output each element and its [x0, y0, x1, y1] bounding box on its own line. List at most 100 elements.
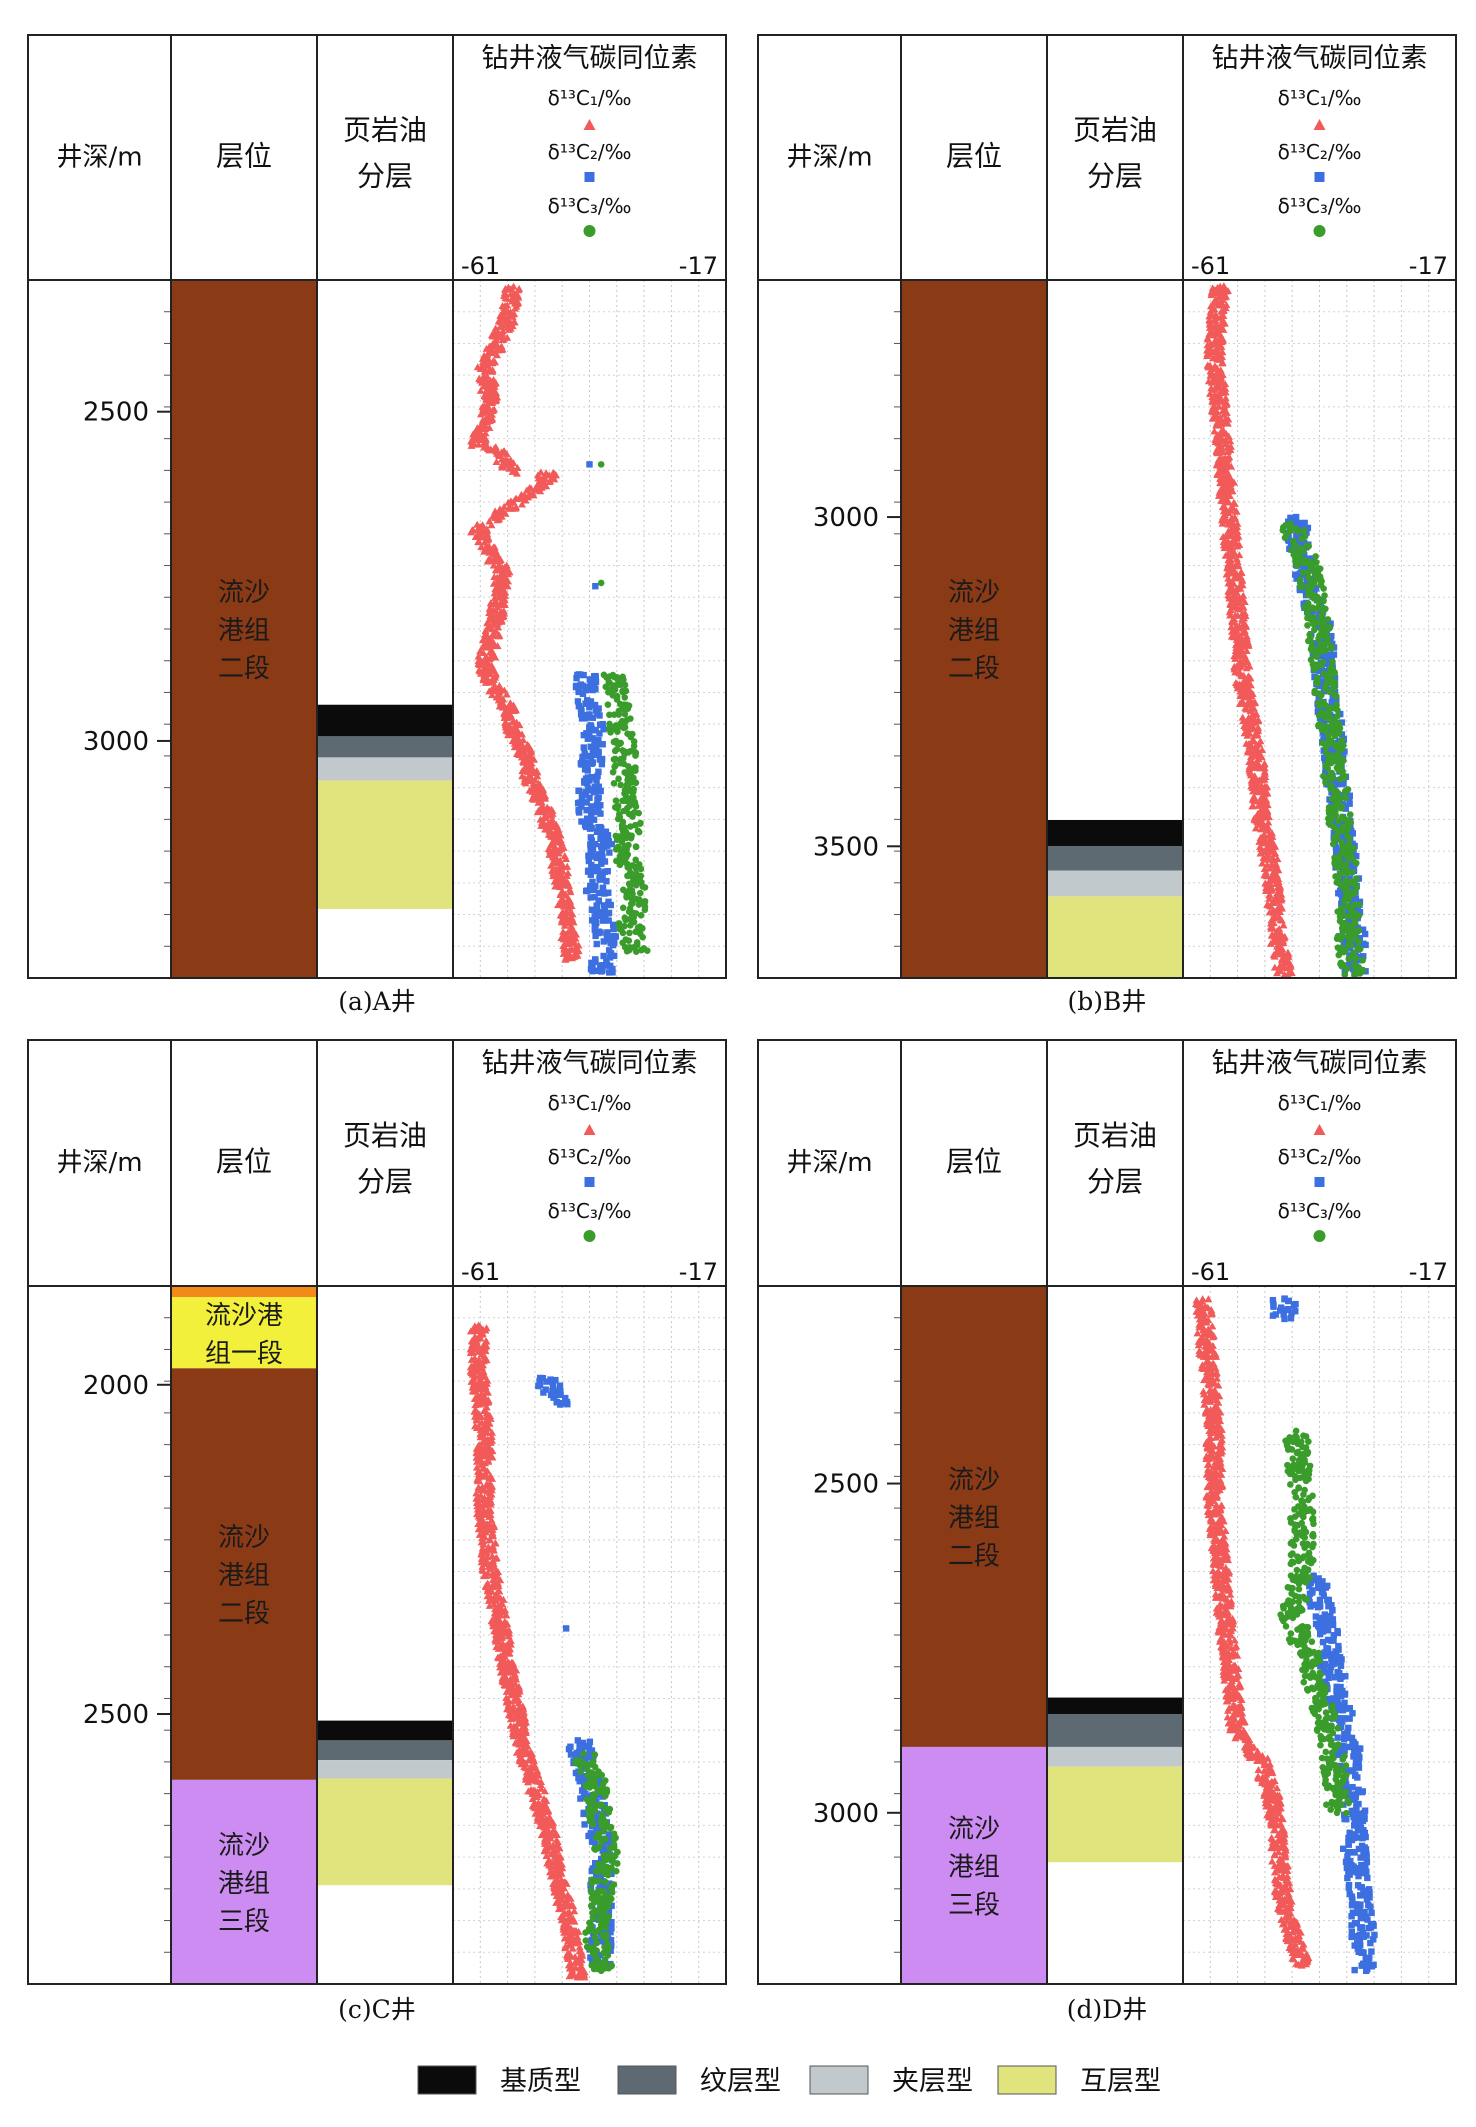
c1-point — [498, 327, 507, 335]
c2-point — [591, 676, 599, 684]
c1-point — [524, 493, 533, 501]
c2-point — [572, 683, 580, 691]
c1-point — [537, 821, 546, 829]
c1-point — [500, 502, 509, 510]
c3-point — [1325, 677, 1333, 685]
c3-point — [1328, 739, 1336, 747]
c2-point — [584, 780, 591, 787]
c2-point — [1321, 756, 1329, 764]
c3-point — [597, 1801, 605, 1808]
c3-point — [1303, 583, 1311, 590]
c1-point — [481, 393, 490, 401]
depth-tick-label: 2500 — [83, 398, 149, 428]
c2-point — [1348, 827, 1355, 835]
c1-point — [496, 601, 505, 609]
c1-point — [548, 815, 557, 823]
c1-point — [502, 294, 511, 302]
c3-point — [637, 865, 645, 873]
c2-point — [1312, 585, 1320, 592]
c2-point — [589, 714, 596, 721]
c3-point — [1314, 674, 1321, 682]
c1-point — [518, 766, 527, 774]
c1-point — [532, 791, 541, 799]
c3-point — [1344, 832, 1351, 840]
c2-point — [595, 897, 603, 905]
c1-point — [475, 657, 484, 665]
c1-point — [480, 528, 489, 536]
c1-point — [511, 504, 520, 512]
c2-point — [1349, 895, 1356, 903]
c3-point — [631, 799, 639, 807]
c3-point — [1320, 772, 1327, 780]
c3-point — [1351, 889, 1359, 897]
c1-point — [540, 794, 549, 802]
c2-point — [598, 847, 606, 854]
c3-point — [1348, 912, 1356, 920]
c3-point — [615, 811, 623, 818]
c2-point — [1298, 531, 1306, 538]
c1-point — [476, 376, 485, 384]
c3-point — [621, 723, 629, 731]
c1-point — [555, 878, 564, 886]
c2-point — [1346, 875, 1353, 882]
c1-point — [500, 702, 509, 710]
c1-point — [502, 561, 511, 569]
shale-layer-band — [1047, 870, 1183, 897]
c3-point — [1319, 739, 1326, 747]
c2-point — [1287, 514, 1294, 522]
c3-point — [610, 1844, 618, 1851]
c3-point — [629, 890, 636, 898]
c1-point — [536, 478, 545, 486]
c3-point — [632, 767, 639, 775]
c1-point — [499, 303, 508, 311]
c3-point — [1332, 808, 1339, 815]
c3-point — [621, 710, 629, 718]
c1-point — [494, 333, 503, 341]
c2-point — [577, 1795, 584, 1802]
c2-point — [607, 901, 614, 909]
c2-point — [595, 783, 603, 790]
c1-point — [475, 435, 484, 443]
c2-point — [591, 867, 599, 875]
c3-point — [591, 1792, 598, 1800]
c2-point — [585, 730, 593, 737]
c1-point — [562, 954, 571, 962]
c3-point — [597, 1888, 604, 1895]
shale-header: 页岩油 — [1073, 114, 1157, 147]
c3-point — [1325, 709, 1332, 716]
x-min-label: -61 — [461, 252, 500, 280]
c3-point — [618, 702, 626, 710]
c2-point — [577, 711, 585, 718]
c2-point — [1359, 926, 1367, 933]
c2-point — [582, 823, 590, 831]
c1-point — [520, 758, 529, 766]
c1-point — [481, 544, 490, 552]
c1-point — [544, 845, 553, 853]
c1-point — [517, 730, 526, 738]
c3-point — [586, 1817, 594, 1825]
c1-point — [506, 308, 515, 316]
c1-point — [498, 613, 507, 621]
c2-point — [1316, 682, 1324, 690]
c3-point — [585, 1798, 593, 1805]
c2-point — [1338, 731, 1346, 738]
c2-point — [1284, 536, 1292, 544]
depth-tick-label: 3000 — [813, 503, 879, 533]
c1-point — [567, 902, 576, 910]
c3-point — [577, 1768, 584, 1776]
c2-point — [1300, 600, 1307, 607]
c3-point — [624, 851, 632, 858]
c2-point — [1313, 640, 1320, 647]
c1-point — [485, 609, 494, 617]
formation-label: 流沙 — [218, 578, 270, 608]
c3-point — [1317, 640, 1324, 648]
c3-point — [626, 905, 634, 912]
c2-point — [586, 704, 593, 711]
c3-point — [1326, 752, 1333, 759]
c3-point — [1308, 563, 1315, 571]
depth-header: 井深/m — [56, 143, 142, 173]
c3-point — [1300, 526, 1308, 534]
isotope-header: 钻井液气碳同位素 — [482, 43, 698, 74]
c2-point — [575, 806, 583, 814]
